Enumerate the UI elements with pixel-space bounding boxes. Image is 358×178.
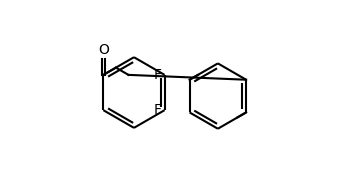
Text: O: O <box>98 43 109 57</box>
Text: F: F <box>154 68 162 82</box>
Text: F: F <box>154 103 162 117</box>
